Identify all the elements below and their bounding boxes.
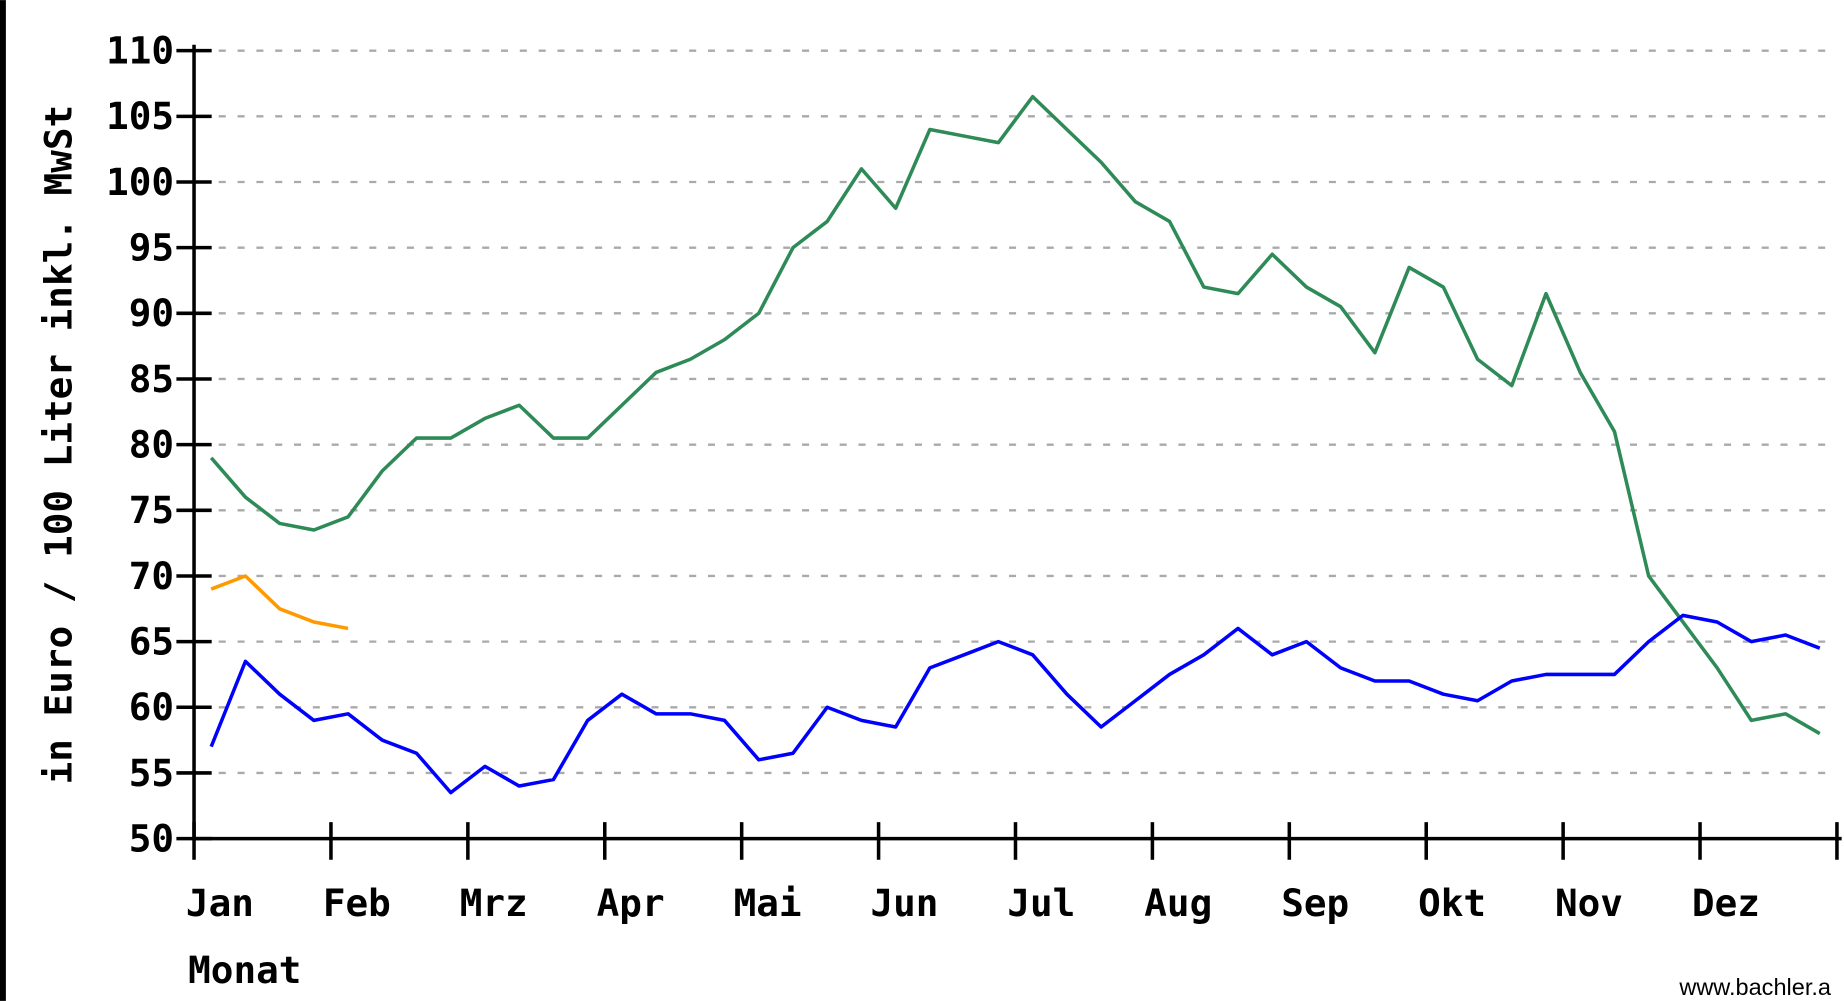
- x-tick-label: Jun: [870, 881, 938, 925]
- x-tick-label: Feb: [323, 881, 391, 925]
- x-tick-label: Dez: [1692, 881, 1760, 925]
- y-tick-label: 65: [129, 619, 174, 663]
- y-tick-label: 90: [129, 291, 174, 335]
- y-tick-label: 100: [106, 160, 174, 204]
- x-tick-label: Nov: [1555, 881, 1623, 925]
- y-tick-label: 75: [129, 488, 174, 532]
- x-tick-label: Aug: [1144, 881, 1212, 925]
- left-border: [0, 0, 6, 1001]
- x-axis-label: Monat: [188, 948, 301, 992]
- y-tick-label: 85: [129, 357, 174, 401]
- y-tick-label: 50: [129, 816, 174, 860]
- x-tick-label: Jan: [186, 881, 254, 925]
- line-series: [210, 574, 349, 631]
- line-series: [209, 94, 1821, 736]
- x-tick-label: Apr: [597, 881, 665, 925]
- x-tick-label: Sep: [1281, 881, 1349, 925]
- y-tick-label: 110: [106, 29, 174, 73]
- y-tick-label: 80: [129, 422, 174, 466]
- x-tick-label: Mrz: [460, 881, 528, 925]
- y-tick-label: 95: [129, 226, 174, 270]
- watermark: www.bachler.a: [1678, 974, 1832, 1000]
- line-series: [209, 613, 1821, 795]
- y-tick-label: 70: [129, 554, 174, 598]
- y-axis-label: in Euro / 100 Liter inkl. MwSt: [37, 105, 81, 785]
- x-tick-label: Mai: [734, 881, 802, 925]
- x-tick-label: Jul: [1007, 881, 1075, 925]
- y-tick-label: 60: [129, 685, 174, 729]
- y-tick-label: 55: [129, 751, 174, 795]
- y-tick-label: 105: [106, 94, 174, 138]
- x-tick-label: Okt: [1418, 881, 1486, 925]
